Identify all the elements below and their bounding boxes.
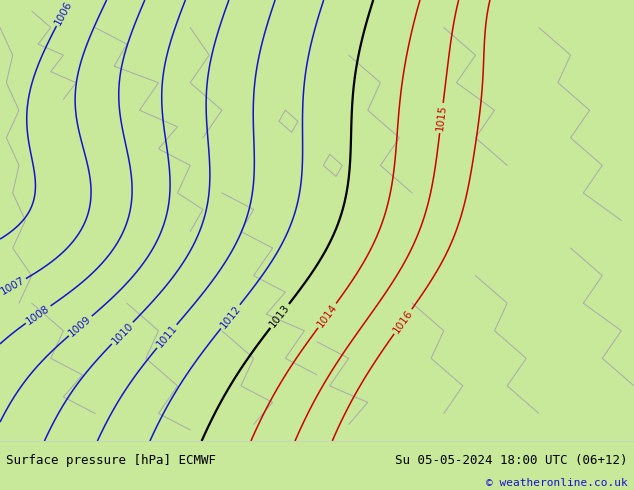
Text: 1010: 1010 xyxy=(110,320,135,346)
Text: 1006: 1006 xyxy=(53,0,74,26)
Text: Surface pressure [hPa] ECMWF: Surface pressure [hPa] ECMWF xyxy=(6,454,216,467)
Text: 1014: 1014 xyxy=(315,302,339,329)
Text: 1008: 1008 xyxy=(25,303,52,326)
Text: Su 05-05-2024 18:00 UTC (06+12): Su 05-05-2024 18:00 UTC (06+12) xyxy=(395,454,628,467)
Text: 1015: 1015 xyxy=(435,104,448,132)
Text: © weatheronline.co.uk: © weatheronline.co.uk xyxy=(486,478,628,488)
Text: 1013: 1013 xyxy=(268,302,292,329)
Text: 1009: 1009 xyxy=(67,314,93,338)
Text: 1011: 1011 xyxy=(155,323,179,349)
Text: 1016: 1016 xyxy=(391,308,415,335)
Text: 1007: 1007 xyxy=(0,275,27,297)
Text: 1012: 1012 xyxy=(218,303,243,330)
